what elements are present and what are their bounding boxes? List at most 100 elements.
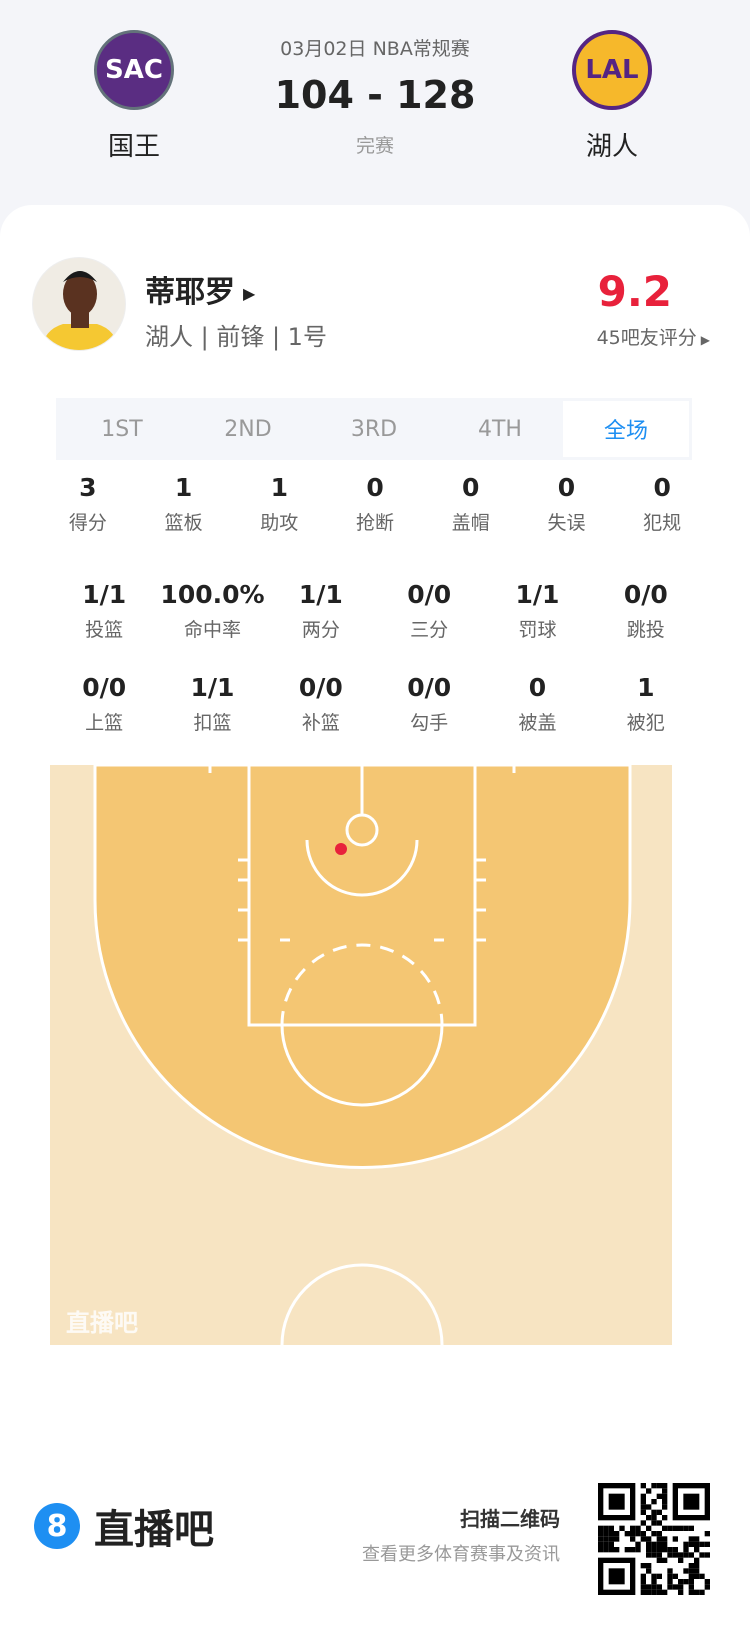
stat-label: 被盖 bbox=[518, 712, 557, 734]
lal-logo: LAL bbox=[572, 30, 652, 110]
stat-item: 1/1 罚球 bbox=[483, 580, 591, 642]
shot-chart: 直播吧 bbox=[50, 761, 672, 1346]
stat-label: 补篮 bbox=[301, 712, 340, 734]
player-name-link[interactable]: 蒂耶罗 ▶ bbox=[145, 267, 255, 311]
stat-item: 100.0% 命中率 bbox=[158, 580, 266, 642]
stat-label: 失误 bbox=[547, 512, 586, 534]
rating-count-link[interactable]: 45吧友评分 ▶ bbox=[597, 323, 710, 350]
center-circle bbox=[280, 1263, 444, 1346]
stat-value: 0 bbox=[653, 473, 671, 502]
stat-value: 0/0 bbox=[298, 673, 343, 702]
stat-value: 0/0 bbox=[407, 673, 452, 702]
stat-value: 0/0 bbox=[407, 580, 452, 609]
stat-value: 0 bbox=[462, 473, 480, 502]
player-card: 蒂耶罗 ▶ 湖人 | 前锋 | 1号 9.2 45吧友评分 ▶ 1ST 2ND 3R… bbox=[0, 205, 750, 1629]
stat-item: 0 被盖 bbox=[483, 673, 591, 735]
stat-value: 1 bbox=[270, 473, 288, 502]
away-team-name: 湖人 bbox=[585, 132, 638, 162]
stat-label: 上篮 bbox=[85, 712, 124, 734]
three-point-area bbox=[93, 763, 632, 1169]
stat-item: 0/0 上篮 bbox=[50, 673, 158, 735]
rating-count: 45吧友评分 bbox=[596, 327, 697, 349]
tab-1st[interactable]: 1ST bbox=[101, 416, 143, 442]
stat-value: 100.0% bbox=[160, 580, 265, 609]
stat-label: 命中率 bbox=[183, 619, 241, 641]
footer: 8 直播吧 扫描二维码 查看更多体育赛事及资讯 bbox=[0, 1385, 750, 1629]
stat-label: 被犯 bbox=[626, 712, 665, 734]
stat-item: 0/0 勾手 bbox=[375, 673, 483, 735]
free-throw-circle-bottom bbox=[280, 1024, 444, 1107]
sac-logo: SAC bbox=[94, 30, 174, 110]
stat-label: 投篮 bbox=[85, 619, 124, 641]
stat-value: 1/1 bbox=[515, 580, 560, 609]
stat-value: 1/1 bbox=[82, 580, 127, 609]
stat-item: 0/0 三分 bbox=[375, 580, 483, 642]
stat-item: 1 被犯 bbox=[592, 673, 700, 735]
stat-item: 3 得分 bbox=[40, 473, 136, 535]
stat-label: 三分 bbox=[410, 619, 449, 641]
stat-label: 勾手 bbox=[410, 712, 449, 734]
brand-logo: 8 直播吧 bbox=[34, 1497, 214, 1555]
scan-subtitle: 查看更多体育赛事及资讯 bbox=[362, 1544, 560, 1565]
stats-row-shot-types: 0/0 上篮 1/1 扣篮 0/0 补篮 0/0 勾手 0 被盖 1 被犯 bbox=[50, 673, 700, 735]
stat-value: 3 bbox=[79, 473, 97, 502]
scan-title: 扫描二维码 bbox=[460, 1507, 560, 1531]
stat-label: 篮板 bbox=[164, 512, 203, 534]
stats-row-shooting: 1/1 投篮 100.0% 命中率 1/1 两分 0/0 三分 1/1 罚球 0/0 跳投 bbox=[50, 580, 700, 642]
player-name: 蒂耶罗 bbox=[145, 275, 235, 310]
stat-label: 罚球 bbox=[518, 619, 557, 641]
tab-3rd[interactable]: 3RD bbox=[350, 416, 398, 442]
stat-label: 犯规 bbox=[643, 512, 682, 534]
lane-marks bbox=[208, 765, 516, 942]
stat-item: 0/0 补篮 bbox=[267, 673, 375, 735]
stat-item: 0 失误 bbox=[519, 473, 615, 535]
stat-label: 跳投 bbox=[626, 619, 665, 641]
qr-code-icon bbox=[598, 1483, 710, 1595]
stat-label: 得分 bbox=[68, 512, 107, 534]
match-header: SAC 国王 03月02日 NBA常规赛 104 - 128 完赛 LAL 湖人 bbox=[0, 0, 750, 210]
away-team[interactable]: LAL 湖人 bbox=[552, 30, 672, 163]
stat-label: 助攻 bbox=[260, 512, 299, 534]
match-date-league: 03月02日 NBA常规赛 bbox=[280, 38, 470, 60]
period-tabs: 1ST 2ND 3RD 4TH 全场 bbox=[56, 398, 692, 460]
stat-item: 0/0 跳投 bbox=[592, 580, 700, 642]
stat-value: 0 bbox=[528, 673, 547, 702]
player-rating: 9.2 bbox=[597, 267, 672, 316]
stat-label: 两分 bbox=[301, 619, 340, 641]
player-info: 湖人 | 前锋 | 1号 bbox=[145, 323, 327, 351]
caret-right-icon: ▶ bbox=[243, 284, 256, 303]
brand-name: 直播吧 bbox=[94, 1507, 214, 1553]
match-score: 104 - 128 bbox=[274, 73, 476, 117]
match-status: 完赛 bbox=[355, 135, 394, 157]
stat-value: 1 bbox=[174, 473, 193, 502]
caret-right-icon: ▶ bbox=[700, 333, 710, 347]
stat-value: 1/1 bbox=[190, 673, 235, 702]
stat-item: 1 篮板 bbox=[136, 473, 232, 535]
shot-made-marker bbox=[335, 843, 347, 855]
tab-full-game[interactable]: 全场 bbox=[563, 401, 689, 457]
stat-label: 扣篮 bbox=[193, 712, 232, 734]
stat-item: 1/1 两分 bbox=[267, 580, 375, 642]
stat-item: 0 犯规 bbox=[614, 473, 710, 535]
stat-value: 0 bbox=[557, 473, 576, 502]
stat-item: 1/1 扣篮 bbox=[158, 673, 266, 735]
stat-label: 抢断 bbox=[356, 512, 395, 534]
stat-value: 1 bbox=[637, 673, 655, 702]
player-avatar bbox=[32, 257, 126, 351]
home-team[interactable]: SAC 国王 bbox=[74, 30, 194, 163]
home-team-name: 国王 bbox=[107, 132, 160, 162]
basket-rim bbox=[345, 813, 379, 847]
tab-2nd[interactable]: 2ND bbox=[224, 416, 272, 442]
stat-item: 0 抢断 bbox=[327, 473, 423, 535]
stat-value: 1/1 bbox=[298, 580, 343, 609]
brand-8-icon: 8 bbox=[34, 1503, 80, 1549]
stat-value: 0 bbox=[366, 473, 384, 502]
free-throw-circle-top bbox=[280, 943, 444, 1026]
court-watermark: 直播吧 bbox=[66, 1309, 138, 1337]
stat-item: 1/1 投篮 bbox=[50, 580, 158, 642]
stats-row-basic: 3 得分 1 篮板 1 助攻 0 抢断 0 盖帽 0 失误 0 犯规 bbox=[40, 473, 710, 535]
tab-4th[interactable]: 4TH bbox=[478, 416, 522, 442]
stat-value: 0/0 bbox=[623, 580, 668, 609]
restricted-area bbox=[305, 839, 419, 897]
stat-item: 1 助攻 bbox=[231, 473, 327, 535]
